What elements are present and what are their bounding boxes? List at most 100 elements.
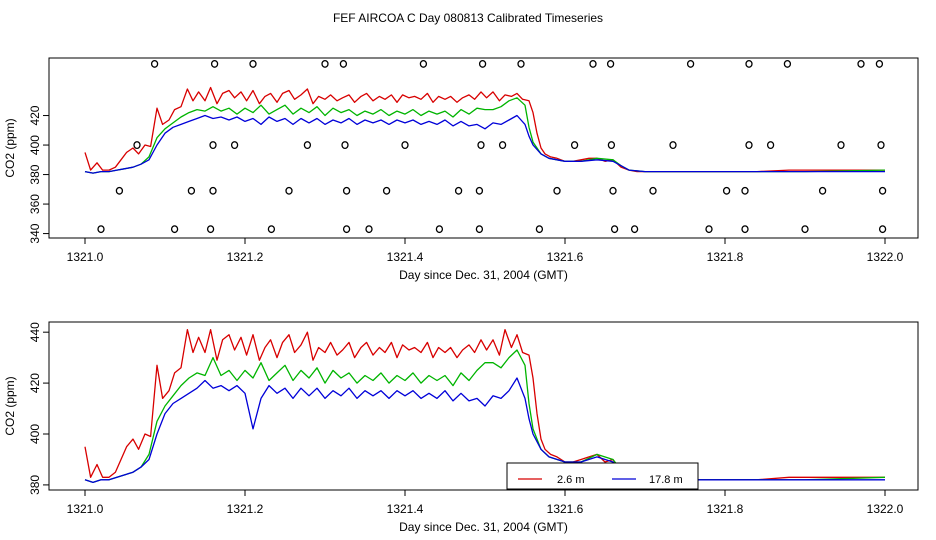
circle-marker <box>649 186 657 195</box>
circle-marker <box>878 186 887 195</box>
circle-marker <box>341 141 349 149</box>
series-line-2-6-m <box>84 86 885 173</box>
circle-marker <box>339 59 348 68</box>
circle-marker <box>722 186 731 195</box>
top-panel-chart: 1321.0 1321.2 1321.4 1321.6 1321.8 1322.0 Day … <box>3 57 919 282</box>
bottom-plot-frame <box>48 321 919 491</box>
y-axis-label: CO2 (ppm) <box>3 118 17 177</box>
circle-marker <box>478 59 487 68</box>
circle-marker <box>365 225 373 234</box>
x-tick-label: 1321.4 <box>387 250 424 264</box>
x-tick-label: 1321.2 <box>227 250 264 264</box>
circle-marker <box>150 59 159 68</box>
circle-marker <box>303 141 312 149</box>
circle-marker <box>837 141 845 149</box>
y-tick-label: 380 <box>28 164 42 184</box>
circle-marker <box>875 59 884 68</box>
circle-marker <box>878 225 887 234</box>
circle-marker <box>475 186 484 195</box>
circle-marker <box>249 59 257 68</box>
circle-marker <box>766 141 775 149</box>
circle-marker <box>607 141 616 149</box>
circle-marker <box>115 186 124 195</box>
circle-marker <box>553 186 561 195</box>
x-tick-label: 1321.2 <box>227 502 264 516</box>
x-tick-label: 1321.0 <box>67 502 104 516</box>
circle-marker <box>321 59 329 68</box>
y-tick-label: 360 <box>28 194 42 214</box>
circle-marker <box>477 141 485 149</box>
circle-marker <box>267 225 276 234</box>
y-tick-label: 380 <box>28 475 42 495</box>
x-tick-label: 1321.8 <box>707 502 744 516</box>
series-line-green <box>84 97 886 174</box>
legend-label: 2.6 m <box>557 474 585 486</box>
circle-marker <box>801 225 809 234</box>
circle-marker <box>589 59 597 68</box>
series-line-17-8-m <box>84 377 885 484</box>
circle-marker <box>609 186 617 195</box>
circle-marker <box>206 225 215 234</box>
x-tick-label: 1321.8 <box>707 250 744 264</box>
circle-marker <box>435 225 444 234</box>
circle-marker <box>570 141 579 149</box>
circle-marker <box>401 141 409 149</box>
y-tick-label: 400 <box>28 135 42 155</box>
x-axis-label: Day since Dec. 31, 2004 (GMT) <box>399 268 568 282</box>
y-tick-label: 420 <box>28 105 42 125</box>
circle-marker <box>342 225 351 234</box>
series-line-17-8-m <box>84 114 885 174</box>
x-tick-label: 1321.6 <box>547 502 584 516</box>
circle-marker <box>877 141 885 149</box>
circle-marker <box>475 225 484 234</box>
legend-box <box>506 462 699 490</box>
circle-marker <box>517 59 525 68</box>
circle-marker <box>610 225 619 234</box>
circle-marker <box>382 186 391 195</box>
circle-marker <box>210 59 219 68</box>
circle-marker <box>454 186 463 195</box>
circle-marker <box>97 225 105 234</box>
circle-marker <box>606 59 615 68</box>
legend-label: 17.8 m <box>649 474 683 486</box>
x-tick-label: 1322.0 <box>867 502 904 516</box>
y-tick-label: 440 <box>28 322 42 342</box>
x-axis-label: Day since Dec. 31, 2004 (GMT) <box>399 520 568 534</box>
circle-marker <box>535 225 544 234</box>
circle-marker <box>745 59 753 68</box>
y-tick-label: 340 <box>28 223 42 243</box>
series-line-2-6-m <box>84 328 885 481</box>
circle-marker <box>187 186 196 195</box>
circle-marker <box>630 225 639 234</box>
circle-marker <box>498 141 507 149</box>
legend: 2.6 m 17.8 m <box>506 462 699 490</box>
y-tick-label: 400 <box>28 424 42 444</box>
circle-marker <box>741 225 749 234</box>
x-tick-label: 1322.0 <box>867 250 904 264</box>
circle-marker <box>705 225 713 234</box>
circle-marker <box>209 186 217 195</box>
circle-marker <box>209 141 217 149</box>
circle-marker <box>818 186 827 195</box>
circle-marker <box>170 225 179 234</box>
circle-marker <box>342 186 351 195</box>
x-tick-label: 1321.4 <box>387 502 424 516</box>
circle-marker <box>686 59 695 68</box>
top-plot-frame <box>48 57 919 239</box>
circle-marker <box>745 141 753 149</box>
bottom-panel-chart: 1321.0 1321.2 1321.4 1321.6 1321.8 1322.0 Day … <box>3 321 919 534</box>
x-tick-label: 1321.0 <box>67 250 104 264</box>
circle-marker <box>741 186 749 195</box>
circle-marker <box>669 141 677 149</box>
circle-marker <box>857 59 865 68</box>
series-line-green <box>84 349 886 484</box>
y-tick-label: 420 <box>28 373 42 393</box>
circle-marker <box>783 59 792 68</box>
figure-title: FEF AIRCOA C Day 080813 Calibrated Times… <box>333 11 603 25</box>
circle-marker <box>419 59 428 68</box>
circle-marker <box>133 141 141 149</box>
x-tick-label: 1321.6 <box>547 250 584 264</box>
circle-marker <box>230 141 239 149</box>
y-axis-label: CO2 (ppm) <box>3 376 17 435</box>
circle-marker <box>285 186 293 195</box>
